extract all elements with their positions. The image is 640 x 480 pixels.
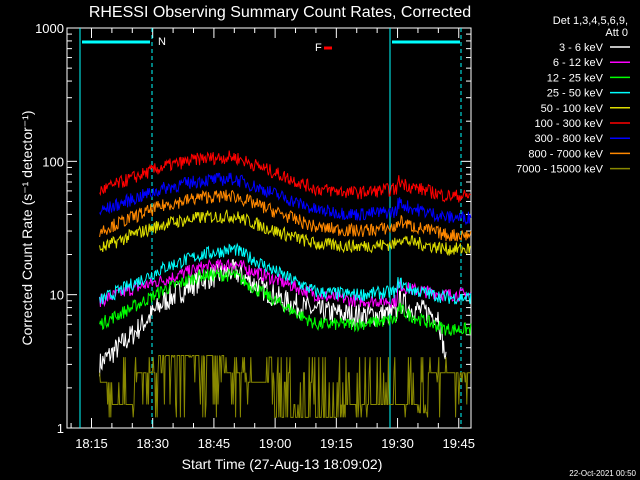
flare-flag-label: F: [315, 42, 322, 54]
series-line: [99, 209, 472, 256]
legend-entry-label: 25 - 50 keV: [547, 88, 604, 100]
legend-entry-label: 800 - 7000 keV: [528, 148, 603, 160]
series-group: [99, 150, 472, 418]
series-line: [99, 354, 471, 418]
y-tick-label: 10: [50, 288, 64, 303]
x-tick-label: 18:15: [75, 436, 108, 451]
legend: Det 1,3,4,5,6,9,Att 03 - 6 keV 6 - 12 keV…: [516, 15, 630, 176]
series-line: [99, 258, 447, 377]
series-line: [99, 189, 472, 242]
y-axis-label: Corrected Count Rate (s⁻¹ detector⁻¹): [19, 111, 35, 346]
night-flag-label: N: [158, 36, 166, 48]
timestamp: 22-Oct-2021 00:50: [569, 469, 636, 478]
x-tick-label: 19:30: [381, 436, 414, 451]
series-line: [99, 268, 472, 336]
y-tick-label: 1: [57, 421, 64, 436]
x-tick-label: 18:30: [136, 436, 169, 451]
y-axis-ticks: 1 10 100 1000: [35, 21, 471, 436]
series-line: [99, 172, 472, 226]
x-axis-label: Start Time (27-Aug-13 18:09:02): [182, 456, 383, 472]
y-tick-label: 1000: [35, 21, 64, 36]
y-tick-label: 100: [42, 154, 64, 169]
legend-entry-label: 3 - 6 keV: [559, 42, 604, 54]
series-line: [99, 242, 472, 305]
legend-entry-label: 300 - 800 keV: [535, 133, 604, 145]
legend-entry-label: 12 - 25 keV: [547, 72, 604, 84]
x-tick-label: 18:45: [198, 436, 231, 451]
legend-entry-label: 7000 - 15000 keV: [516, 164, 604, 176]
legend-header-line2: Att 0: [605, 27, 628, 39]
x-tick-label: 19:15: [320, 436, 353, 451]
legend-header-line1: Det 1,3,4,5,6,9,: [553, 15, 628, 27]
x-axis-ticks: 18:15 18:30 18:45 19:00 19:15 19:30 19:45: [70, 28, 475, 451]
legend-entry-label: 6 - 12 keV: [553, 57, 604, 69]
legend-entry-label: 100 - 300 keV: [535, 118, 604, 130]
x-tick-label: 19:00: [259, 436, 292, 451]
x-tick-label: 19:45: [442, 436, 475, 451]
plot-area-frame: [66, 27, 472, 429]
series-line: [99, 150, 471, 203]
legend-entry-label: 50 - 100 keV: [541, 103, 604, 115]
chart-title: RHESSI Observing Summary Count Rates, Co…: [89, 4, 471, 21]
